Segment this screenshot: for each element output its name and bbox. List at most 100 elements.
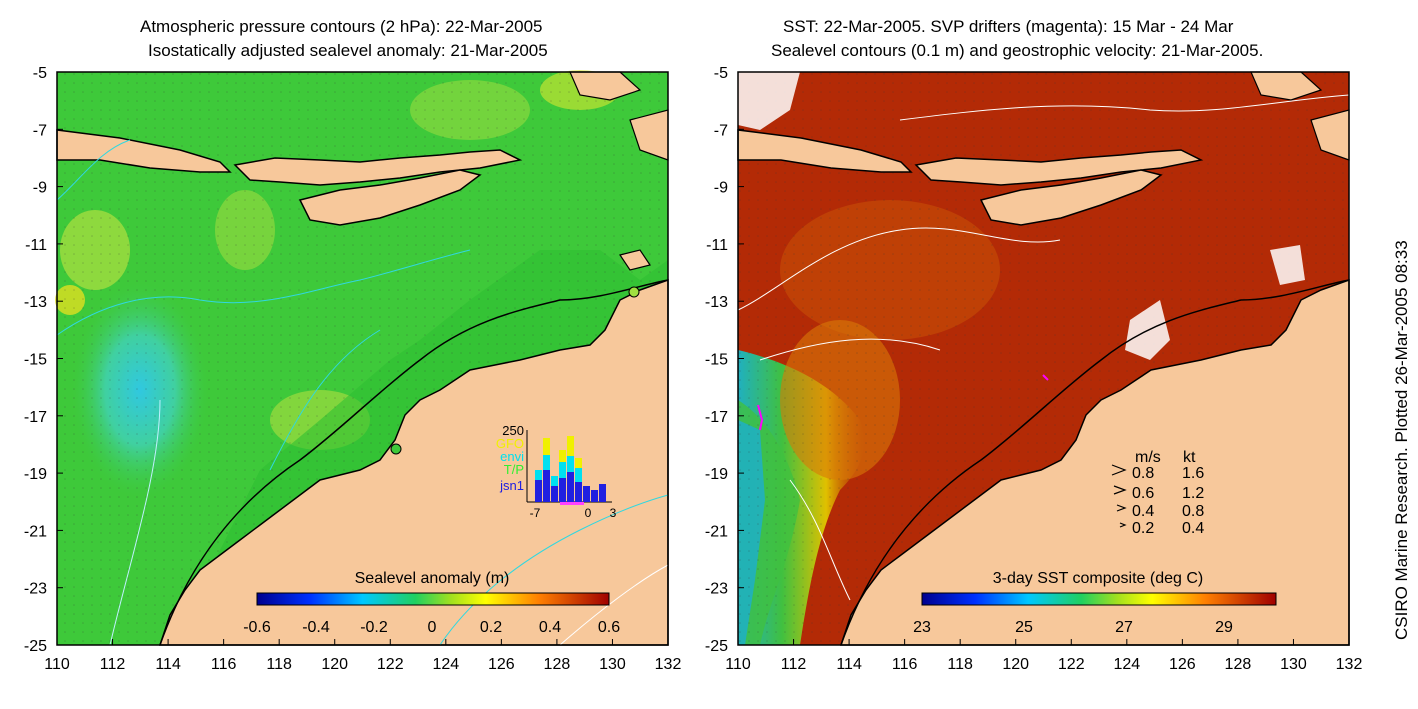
sunda-islands (914, 149, 1204, 186)
y-tick-label: -25 (705, 638, 728, 655)
colorbar-tick: 0.4 (539, 619, 561, 636)
x-tick-label: 110 (725, 656, 751, 673)
histogram-ymax: 250 (502, 423, 524, 438)
legend-gfo: GFO (496, 436, 524, 451)
legend-ms-value: 0.8 (1132, 465, 1154, 482)
station-marker (390, 443, 402, 455)
arrow-glyph (1111, 464, 1127, 476)
colorbar-tick: 23 (913, 619, 931, 636)
y-tick-label: -21 (705, 523, 728, 540)
y-tick-label: -11 (706, 237, 728, 254)
side-caption: CSIRO Marine Research. Plotted 26-Mar-20… (1392, 240, 1411, 640)
x-tick-label: 112 (781, 656, 807, 673)
y-tick-label: -23 (24, 581, 47, 598)
legend-envi: envi (500, 449, 524, 464)
australia-land (158, 278, 669, 646)
track-histogram: 250 GFO envi T/P jsn1 -7 0 3 (496, 423, 617, 520)
colorbar-tick: 0.6 (598, 619, 620, 636)
y-tick-label: -7 (714, 122, 728, 139)
axis-labels: 110 112 114 116 118 120 122 124 126 128 130 132 -5 -7… (24, 65, 1363, 673)
java-island (56, 129, 232, 173)
legend-kt-value: 1.2 (1182, 485, 1204, 502)
java-island (737, 129, 913, 173)
sunda-islands (233, 149, 523, 186)
x-tick-label: 132 (655, 656, 682, 673)
colorbar-tick: 25 (1015, 619, 1033, 636)
right-colorbar-label: 3-day SST composite (deg C) (993, 570, 1203, 587)
velocity-legend: m/s kt 0.8 1.6 0.6 1.2 0.4 0.8 0.2 0.4 (1111, 449, 1204, 537)
australia-land (839, 278, 1350, 646)
x-tick-label: 128 (544, 656, 571, 673)
x-tick-label: 118 (947, 656, 973, 673)
legend-ms-value: 0.4 (1132, 503, 1154, 520)
y-tick-label: -7 (33, 122, 47, 139)
legend-jsn1: jsn1 (499, 478, 524, 493)
y-tick-label: -21 (24, 523, 47, 540)
y-tick-label: -17 (705, 409, 728, 426)
legend-unit-ms: m/s (1135, 449, 1161, 466)
x-tick-label: 118 (266, 656, 292, 673)
y-tick-label: -13 (705, 294, 728, 311)
x-tick-label: 114 (836, 656, 862, 673)
x-tick-label: 132 (1336, 656, 1363, 673)
left-colorbar-label: Sealevel anomaly (m) (355, 570, 510, 587)
legend-ms-value: 0.6 (1132, 485, 1154, 502)
x-tick-label: 130 (1280, 656, 1307, 673)
station-marker (628, 286, 640, 298)
right-title-line2: Sealevel contours (0.1 m) and geostrophi… (771, 41, 1264, 60)
x-tick-label: 116 (211, 656, 237, 673)
colorbar-tick: -0.6 (243, 619, 271, 636)
left-colorbar: Sealevel anomaly (m) -0.6 -0.4 -0.2 0 0.… (243, 570, 620, 636)
legend-unit-kt: kt (1183, 449, 1196, 466)
y-tick-label: -11 (25, 237, 47, 254)
right-title-line1: SST: 22-Mar-2005. SVP drifters (magenta)… (783, 17, 1234, 36)
legend-kt-value: 0.8 (1182, 503, 1204, 520)
y-tick-label: -19 (24, 466, 47, 483)
y-tick-label: -9 (714, 180, 728, 197)
colorbar-tick: 0.2 (480, 619, 502, 636)
y-tick-label: -5 (714, 65, 728, 82)
colorbar-tick: -0.2 (360, 619, 388, 636)
colorbar-tick: 0 (428, 619, 437, 636)
x-tick-label: 124 (1113, 656, 1140, 673)
y-tick-label: -17 (24, 409, 47, 426)
x-tick-label: 128 (1225, 656, 1252, 673)
x-tick-label: 122 (1058, 656, 1085, 673)
legend-kt-value: 1.6 (1182, 465, 1204, 482)
x-tick-label: 130 (599, 656, 626, 673)
y-tick-label: -23 (705, 581, 728, 598)
x-tick-label: 122 (377, 656, 404, 673)
y-tick-label: -15 (24, 352, 47, 369)
arrow-glyph (1116, 504, 1127, 512)
x-tick-label: 126 (488, 656, 515, 673)
y-tick-label: -15 (705, 352, 728, 369)
right-colorbar: 3-day SST composite (deg C) 23 25 27 29 (913, 570, 1277, 636)
colorbar-tick: 29 (1215, 619, 1233, 636)
y-tick-label: -19 (705, 466, 728, 483)
legend-kt-value: 0.4 (1182, 520, 1204, 537)
right-map: m/s kt 0.8 1.6 0.6 1.2 0.4 0.8 0.2 0.4 3… (737, 71, 1350, 646)
colorbar-tick: 27 (1115, 619, 1133, 636)
x-tick-label: 120 (321, 656, 348, 673)
y-tick-label: -5 (33, 65, 47, 82)
y-tick-label: -13 (24, 294, 47, 311)
x-tick-label: 126 (1169, 656, 1196, 673)
timor-island (979, 169, 1163, 226)
x-tick-label: 120 (1002, 656, 1029, 673)
histogram-xtick: 0 (585, 506, 592, 520)
histogram-xtick: -7 (530, 506, 541, 520)
timor-island (298, 169, 482, 226)
x-tick-label: 114 (155, 656, 181, 673)
legend-ms-value: 0.2 (1132, 520, 1154, 537)
x-tick-label: 116 (892, 656, 918, 673)
x-tick-label: 112 (100, 656, 126, 673)
legend-tp: T/P (504, 462, 524, 477)
x-tick-label: 124 (432, 656, 459, 673)
histogram-xtick: 3 (610, 506, 617, 520)
left-map: 250 GFO envi T/P jsn1 -7 0 3 Sealevel an… (55, 70, 669, 646)
colorbar-tick: -0.4 (302, 619, 330, 636)
y-tick-label: -9 (33, 180, 47, 197)
arrow-glyph (1113, 485, 1127, 495)
y-tick-label: -25 (24, 638, 47, 655)
